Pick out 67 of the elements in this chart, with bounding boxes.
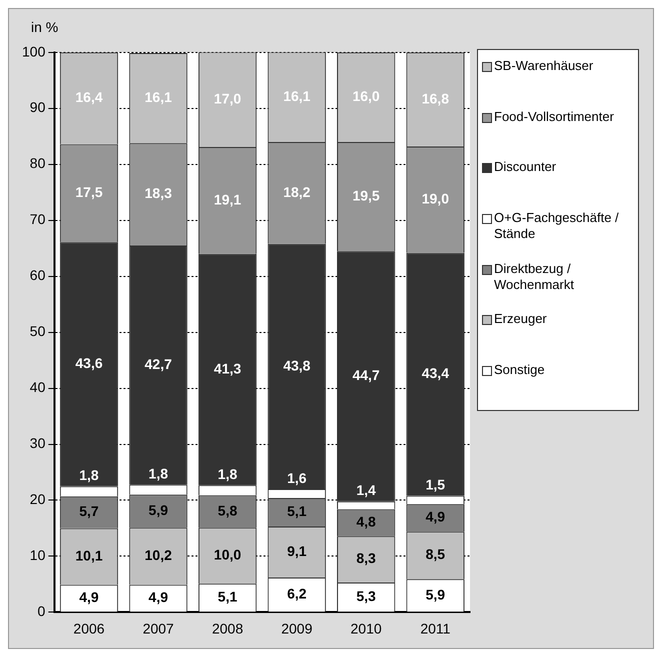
data-label: 1,8 — [218, 466, 238, 482]
data-label: 5,1 — [218, 588, 238, 605]
data-label: 8,3 — [356, 550, 376, 566]
data-label: 41,3 — [214, 360, 242, 376]
y-tick-label: 10 — [30, 547, 46, 564]
y-tick-label: 20 — [30, 491, 46, 508]
data-label: 16,4 — [75, 89, 103, 106]
x-tick-label: 2010 — [350, 620, 382, 636]
x-tick-label: 2009 — [281, 620, 313, 636]
x-tick-label: 2007 — [142, 620, 174, 636]
y-tick-label: 50 — [30, 323, 46, 340]
y-tick-label: 40 — [30, 379, 46, 396]
legend-label: Sonstige — [494, 362, 545, 378]
data-label: 1,8 — [148, 465, 168, 482]
y-tick-label: 30 — [30, 435, 46, 452]
y-tick-label: 100 — [22, 43, 46, 60]
data-label: 4,9 — [426, 508, 446, 525]
legend-label: Direktbezug / Wochenmarkt — [494, 260, 575, 293]
legend-label: Discounter — [494, 159, 556, 176]
data-label: 44,7 — [352, 367, 380, 384]
y-tick-label: 90 — [30, 99, 46, 116]
data-label: 10,1 — [75, 547, 103, 564]
data-label: 42,7 — [144, 356, 172, 372]
legend-label: O+G-Fachgeschäfte / Stände — [494, 210, 620, 242]
data-label: 9,1 — [287, 542, 307, 559]
data-label: 1,5 — [426, 476, 446, 493]
data-label: 10,2 — [144, 547, 172, 564]
y-axis-title: in % — [31, 19, 58, 35]
data-label: 18,2 — [283, 184, 311, 200]
data-label: 6,2 — [287, 585, 307, 602]
data-label: 5,1 — [287, 503, 307, 520]
data-label: 5,9 — [426, 586, 446, 602]
legend-label: SB-Warenhäuser — [494, 58, 594, 74]
data-label: 17,5 — [75, 184, 103, 200]
data-label: 43,4 — [422, 365, 450, 382]
data-label: 5,3 — [356, 588, 376, 604]
data-label: 43,6 — [75, 355, 103, 372]
data-label: 4,9 — [79, 589, 99, 606]
data-label: 19,1 — [214, 191, 242, 208]
x-tick-label: 2011 — [420, 620, 451, 636]
data-label: 4,8 — [356, 513, 376, 530]
y-tick-label: 70 — [30, 211, 46, 228]
data-label: 19,0 — [422, 190, 450, 206]
data-label: 1,6 — [287, 470, 307, 486]
data-label: 16,1 — [283, 88, 311, 104]
x-tick-label: 2006 — [73, 620, 105, 636]
data-label: 16,1 — [144, 88, 172, 105]
y-tick-label: 0 — [38, 603, 46, 620]
data-label: 17,0 — [214, 90, 242, 106]
legend-label: Food-Vollsortimenter — [494, 108, 614, 125]
data-label: 16,0 — [352, 88, 380, 104]
data-label: 5,8 — [218, 502, 238, 518]
data-label: 43,8 — [283, 357, 311, 374]
x-tick-label: 2008 — [212, 620, 244, 636]
data-label: 8,5 — [426, 546, 446, 562]
legend-label: Erzeuger — [494, 311, 547, 328]
data-label: 1,4 — [356, 482, 376, 498]
data-label: 16,8 — [422, 90, 450, 106]
data-label: 1,8 — [79, 467, 99, 484]
y-tick-label: 60 — [30, 267, 46, 284]
data-label: 10,0 — [214, 546, 242, 563]
data-label: 19,5 — [352, 187, 380, 204]
data-label: 4,9 — [148, 589, 168, 606]
data-label: 5,7 — [79, 503, 99, 520]
y-tick-label: 80 — [30, 155, 46, 172]
data-label: 5,9 — [148, 502, 168, 518]
data-label: 18,3 — [144, 185, 172, 202]
